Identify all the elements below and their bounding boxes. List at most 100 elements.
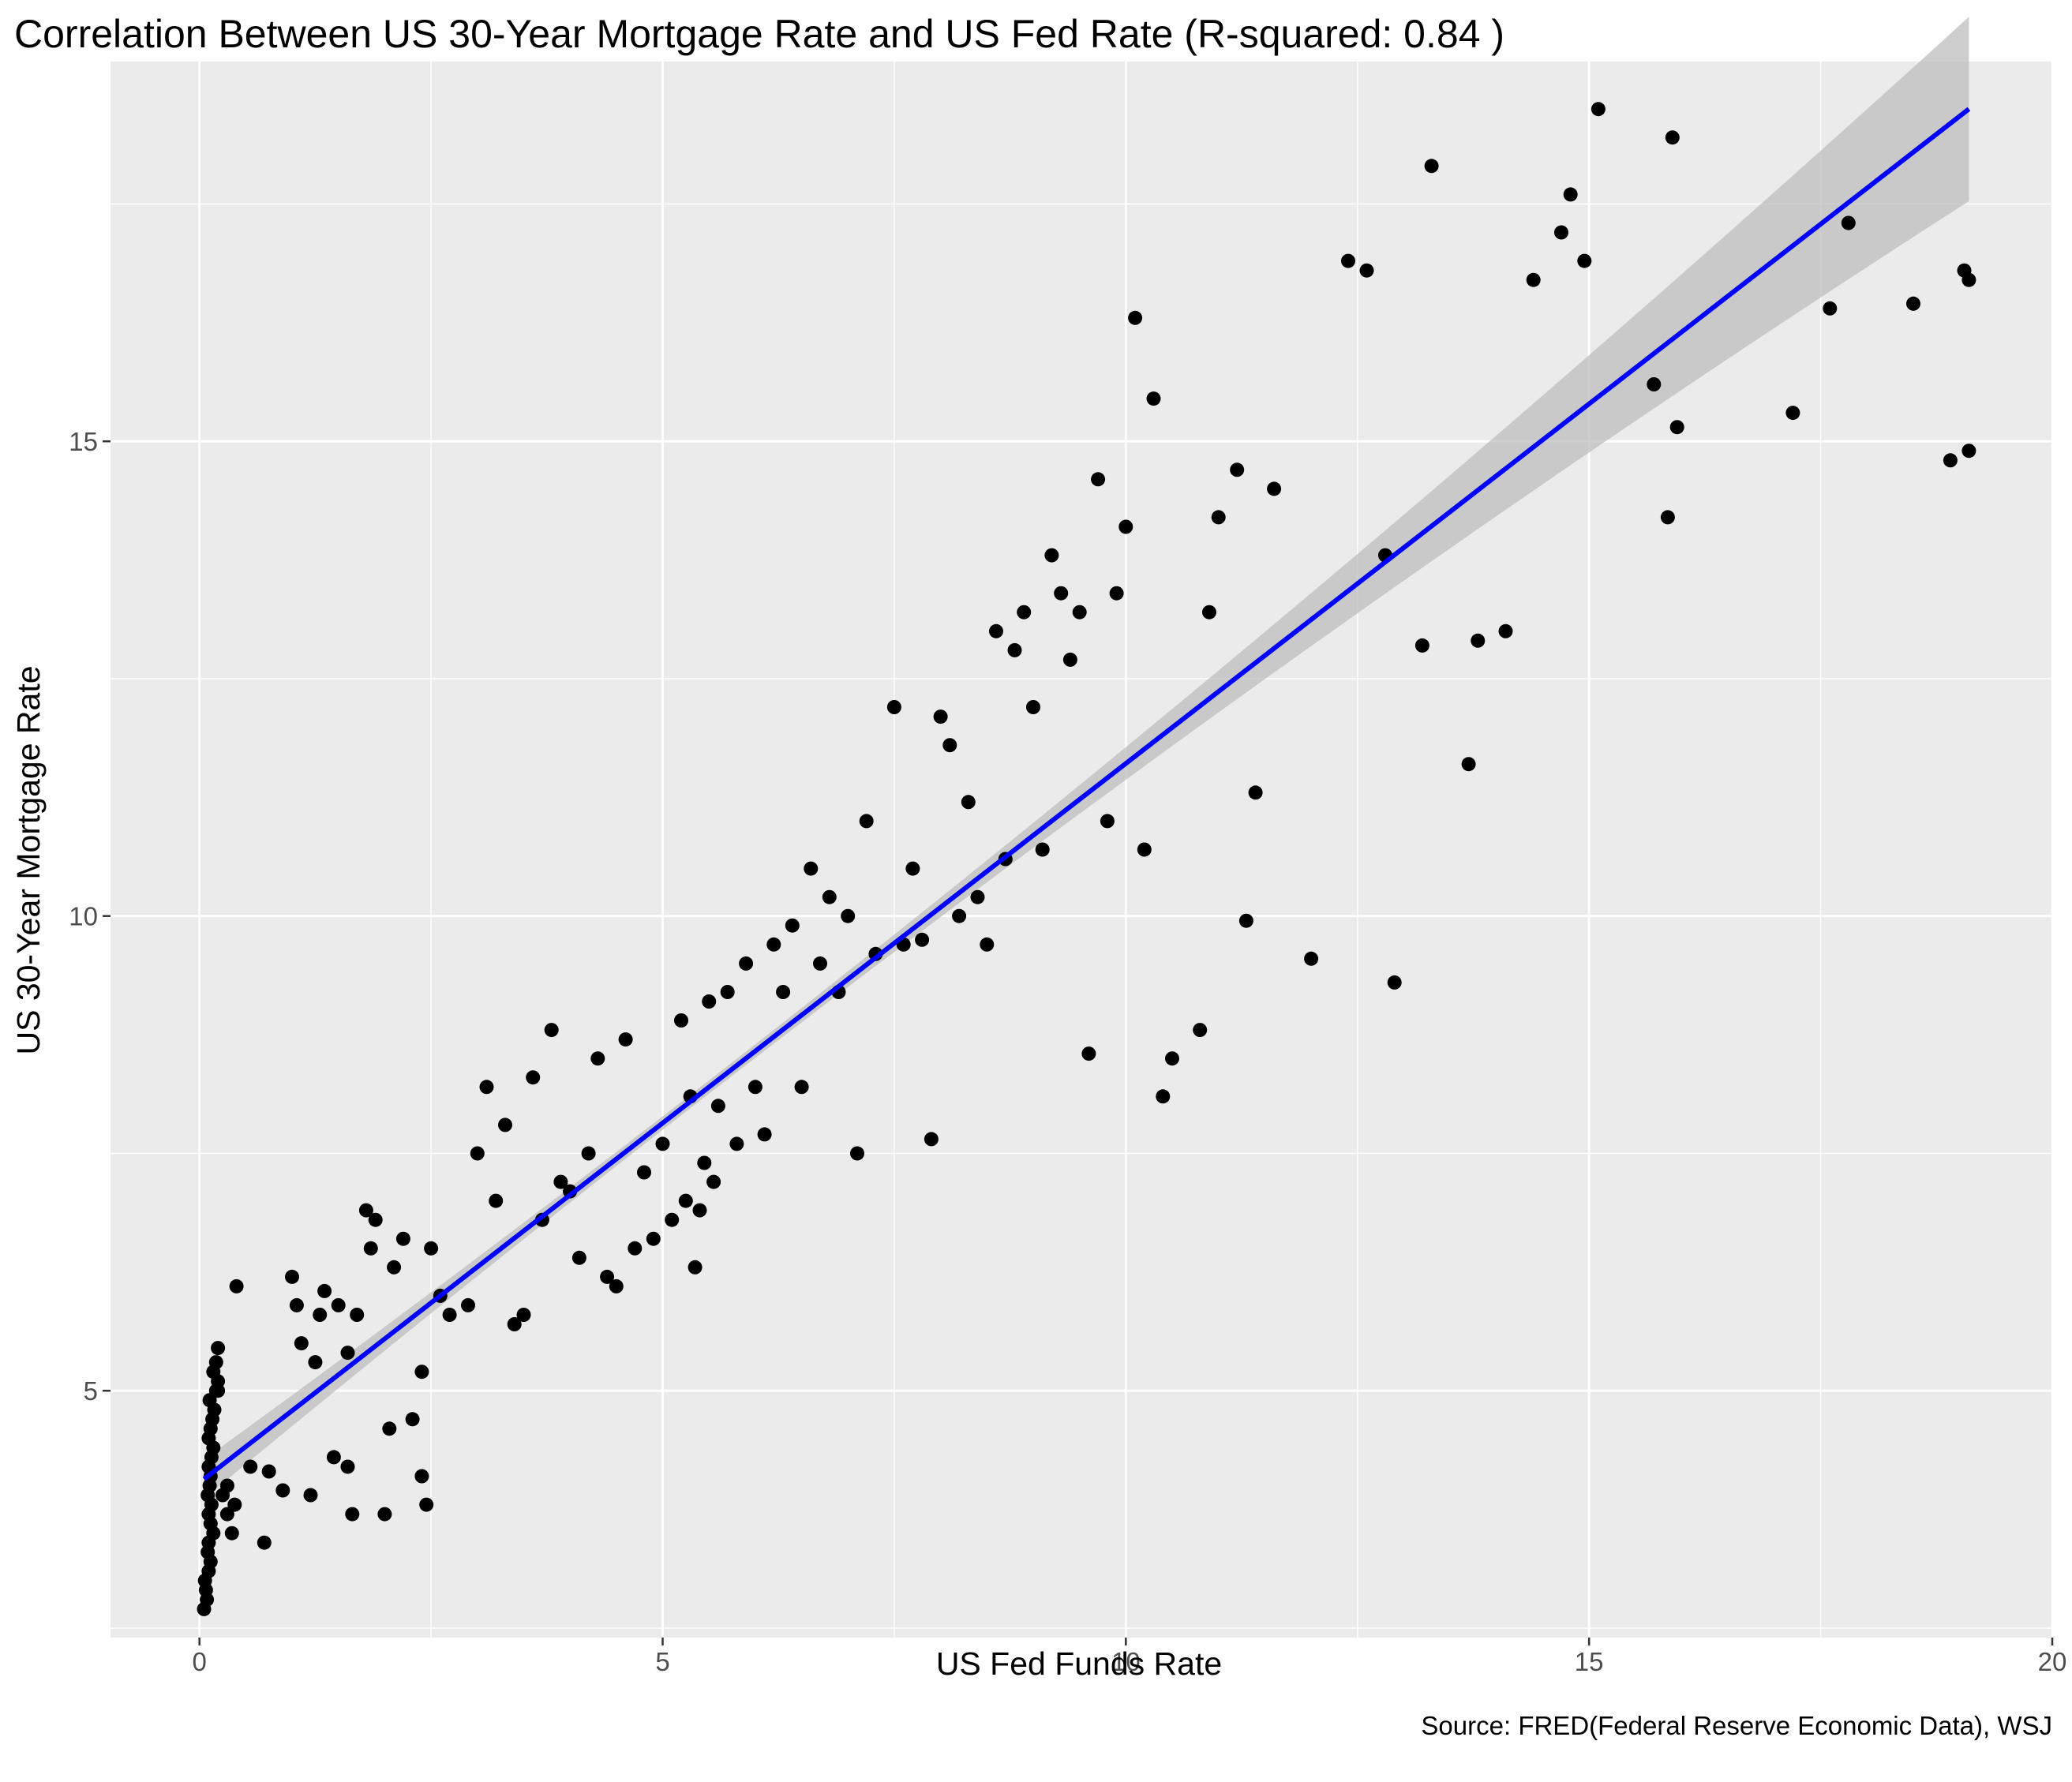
data-point — [1100, 814, 1115, 829]
data-point — [905, 861, 920, 876]
data-point — [720, 985, 735, 999]
data-point — [308, 1355, 323, 1370]
data-point — [674, 1013, 688, 1028]
data-point — [692, 1203, 707, 1218]
data-point — [489, 1193, 504, 1208]
data-point — [1137, 842, 1152, 857]
data-point — [1267, 481, 1282, 496]
data-point — [980, 937, 995, 952]
regression-line — [202, 107, 1971, 1481]
data-point — [345, 1507, 360, 1522]
data-points — [197, 102, 1976, 1616]
data-point — [970, 889, 985, 904]
data-point — [628, 1241, 643, 1256]
data-point — [395, 1231, 410, 1246]
data-point — [794, 1080, 809, 1095]
chart-title: Correlation Between US 30-Year Mortgage … — [14, 12, 1504, 56]
data-point — [729, 1136, 744, 1151]
data-point — [813, 956, 827, 971]
data-point — [526, 1070, 541, 1085]
data-point — [915, 932, 930, 947]
data-point — [289, 1297, 304, 1312]
data-point — [405, 1412, 420, 1427]
data-point — [1554, 225, 1568, 240]
data-point — [219, 1478, 234, 1493]
data-point — [414, 1469, 429, 1484]
data-point — [382, 1421, 397, 1436]
data-point — [1211, 510, 1226, 525]
data-point — [1424, 159, 1439, 174]
data-point — [1165, 1051, 1179, 1066]
data-point — [1072, 605, 1087, 620]
data-point — [739, 956, 754, 971]
data-point — [859, 814, 874, 829]
data-point — [1081, 1046, 1096, 1061]
data-point — [961, 795, 976, 810]
data-point — [317, 1283, 332, 1298]
y-axis-ticks: 5 10 15 — [69, 427, 111, 1406]
data-point — [1387, 975, 1402, 990]
data-point — [227, 1497, 242, 1512]
data-point — [1841, 215, 1856, 230]
data-point — [470, 1146, 485, 1161]
x-tick-label: 0 — [192, 1647, 206, 1676]
data-point — [1359, 263, 1374, 278]
data-point — [331, 1297, 346, 1312]
data-point — [208, 1355, 223, 1370]
data-point — [600, 1269, 615, 1284]
data-point — [243, 1459, 258, 1474]
data-point — [1823, 301, 1838, 316]
data-point — [1026, 700, 1040, 714]
data-point — [1591, 102, 1606, 117]
data-point — [1471, 633, 1486, 648]
data-point — [1906, 296, 1920, 311]
data-point — [785, 918, 800, 933]
x-axis-title: US Fed Funds Rate — [936, 1645, 1222, 1682]
data-point — [1647, 377, 1662, 391]
data-point — [571, 1250, 586, 1265]
data-point — [1304, 951, 1319, 966]
gridlines — [111, 62, 2054, 1638]
data-point — [1248, 785, 1263, 800]
data-point — [553, 1174, 568, 1189]
data-point — [363, 1241, 378, 1256]
data-point — [1238, 913, 1253, 928]
data-point — [340, 1346, 355, 1361]
y-tick-label: 5 — [84, 1376, 98, 1406]
data-point — [257, 1535, 272, 1550]
data-point — [1017, 605, 1032, 620]
data-point — [706, 1174, 721, 1189]
source-caption: Source: FRED(Federal Reserve Economic Da… — [1421, 1711, 2052, 1740]
data-point — [1660, 510, 1675, 525]
data-point — [387, 1260, 402, 1275]
data-point — [942, 738, 957, 753]
fit-line — [202, 107, 1971, 1481]
data-point — [688, 1260, 703, 1275]
x-axis-ticks: 0 5 10 15 20 — [192, 1638, 2066, 1676]
data-point — [1054, 586, 1069, 601]
data-point — [350, 1308, 365, 1322]
data-point — [989, 623, 1003, 638]
data-point — [1943, 453, 1958, 468]
data-point — [275, 1483, 290, 1498]
data-point — [710, 1099, 725, 1114]
data-point — [702, 994, 717, 1009]
data-point — [326, 1450, 341, 1465]
data-point — [294, 1336, 309, 1351]
data-point — [224, 1526, 239, 1541]
data-point — [1118, 519, 1133, 534]
data-point — [1146, 391, 1161, 406]
data-point — [1230, 462, 1245, 477]
data-point — [1785, 406, 1800, 421]
data-point — [609, 1278, 624, 1293]
data-point — [424, 1241, 439, 1256]
data-point — [211, 1341, 226, 1356]
x-tick-label: 20 — [2038, 1647, 2067, 1676]
x-tick-label: 5 — [655, 1647, 669, 1676]
data-point — [1128, 310, 1143, 325]
data-point — [590, 1051, 605, 1066]
data-point — [646, 1231, 661, 1246]
data-point — [655, 1136, 670, 1151]
data-point — [1461, 757, 1476, 772]
